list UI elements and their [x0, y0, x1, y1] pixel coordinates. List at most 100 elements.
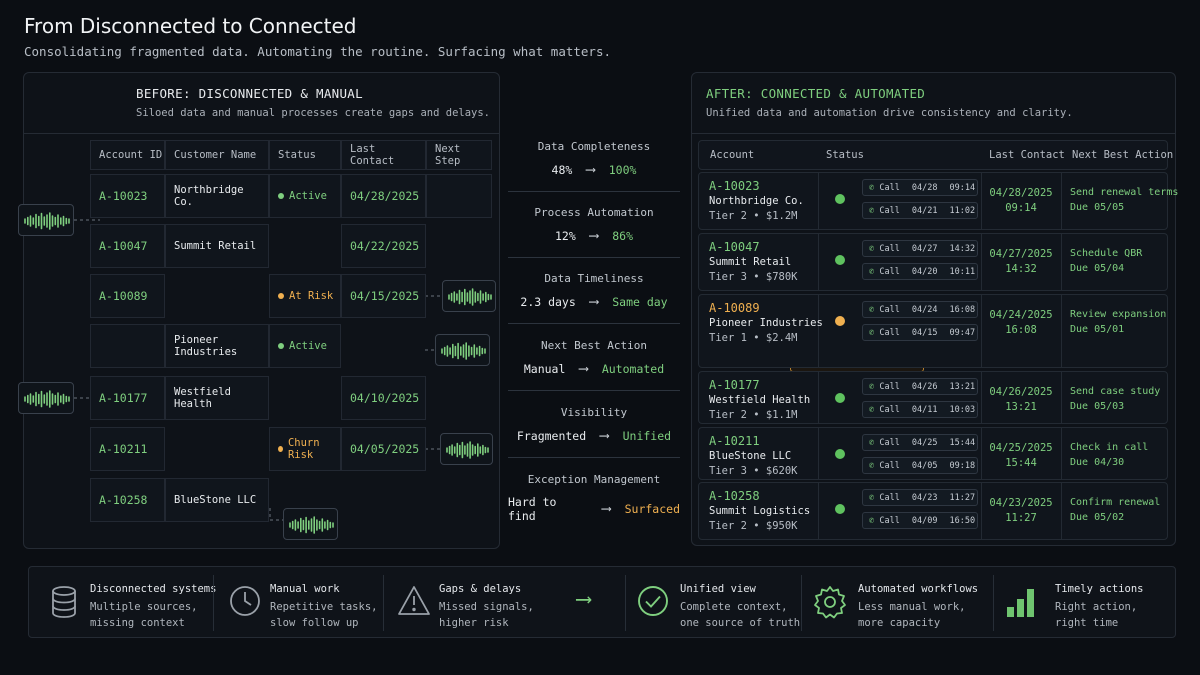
footer-item-line: Missed signals,	[439, 601, 534, 613]
call-label: Call	[879, 304, 900, 315]
last-contact-time: 14:32	[1005, 263, 1037, 275]
call-label: Call	[879, 182, 900, 193]
call-date: 04/11	[911, 404, 938, 415]
call-log-entry: ✆ Call 04/20 10:11	[862, 263, 978, 280]
last-contact-time: 13:21	[1005, 401, 1037, 413]
account-id: A-10023	[709, 179, 760, 193]
metric-after-value: Unified	[622, 429, 672, 443]
metric-values: Fragmented ⟶ Unified	[508, 428, 680, 444]
metric-values: Hard to find ⟶ Surfaced	[508, 495, 680, 523]
footer-item-line: slow follow up	[270, 617, 359, 629]
phone-icon: ✆	[869, 304, 875, 315]
row-divider	[1061, 294, 1062, 368]
call-date: 04/05	[911, 460, 938, 471]
metric-after-value: Automated	[601, 362, 665, 376]
footer-divider	[625, 575, 626, 631]
row-divider	[981, 172, 982, 230]
status-dot	[835, 316, 845, 326]
metric-divider	[508, 323, 680, 324]
call-log-entry: ✆ Call 04/23 11:27	[862, 489, 978, 506]
customer-name-cell: Northbridge Co.	[165, 174, 269, 218]
footer-item-line: Repetitive tasks,	[270, 601, 378, 613]
footer-item-title: Manual work	[270, 583, 340, 595]
footer-item-title: Automated workflows	[858, 583, 979, 595]
phone-icon: ✆	[869, 327, 875, 338]
call-date: 04/28	[911, 182, 938, 193]
row-divider	[818, 294, 819, 368]
call-label: Call	[879, 327, 900, 338]
after-col-account: Account	[710, 149, 755, 161]
status-label: Churn Risk	[287, 437, 320, 461]
phone-icon: ✆	[869, 205, 875, 216]
call-log-entry: ✆ Call 04/09 16:50	[862, 512, 978, 529]
status-cell: Active	[269, 324, 341, 368]
status-label: Active	[289, 340, 327, 352]
footer-legend: Disconnected systems Multiple sources, mis…	[28, 566, 1176, 638]
row-divider	[1061, 371, 1062, 424]
account-id-cell: A-10177	[90, 376, 165, 420]
before-panel-subtitle: Siloed data and manual processes create …	[136, 107, 491, 119]
after-table-header	[698, 140, 1168, 170]
arrow-right-icon: ⟶	[579, 361, 588, 377]
status-dot	[835, 194, 845, 204]
metric-before-value: Hard to find	[508, 495, 557, 523]
row-divider	[818, 172, 819, 230]
phone-icon: ✆	[869, 243, 875, 254]
metric-values: 2.3 days ⟶ Same day	[508, 294, 680, 310]
row-divider	[1061, 233, 1062, 291]
row-divider	[818, 427, 819, 480]
metric-values: Manual ⟶ Automated	[508, 361, 680, 377]
call-label: Call	[879, 515, 900, 526]
after-panel-title: AFTER: CONNECTED & AUTOMATED	[706, 86, 926, 101]
metric-after-value: 100%	[608, 163, 637, 177]
before-col-header: Next Step	[426, 140, 492, 170]
metric-values: 12% ⟶ 86%	[508, 228, 680, 244]
last-contact-cell: 04/28/2025	[341, 174, 426, 218]
metric-label: Exception Management	[527, 473, 661, 486]
row-divider	[1061, 427, 1062, 480]
row-divider	[818, 371, 819, 424]
account-name: Northbridge Co.	[709, 195, 804, 207]
status-dot	[835, 255, 845, 265]
call-log-entry: ✆ Call 04/11 10:03	[862, 401, 978, 418]
account-name: BlueStone LLC	[709, 450, 792, 462]
account-tier: Tier 3 • $620K	[709, 465, 798, 477]
arrow-right-icon: ⟶	[577, 587, 591, 612]
account-tier: Tier 3 • $780K	[709, 271, 798, 283]
status-cell: Active	[269, 174, 341, 218]
metric-label: Visibility	[560, 406, 628, 419]
footer-item-line: one source of truth	[680, 617, 801, 629]
account-id-cell: A-10211	[90, 427, 165, 471]
status-label: At Risk	[289, 290, 334, 302]
customer-name-cell: Summit Retail	[165, 224, 269, 268]
call-date: 04/15	[911, 327, 938, 338]
last-contact-time: 16:08	[1005, 324, 1037, 336]
warning-icon	[397, 585, 431, 621]
waveform-icon	[18, 204, 74, 236]
metric-divider	[508, 390, 680, 391]
after-col-next-best-action: Next Best Action	[1072, 149, 1174, 161]
last-contact-date: 04/25/2025	[989, 442, 1053, 454]
waveform-icon	[440, 433, 493, 465]
metric-label: Process Automation	[534, 206, 654, 219]
row-divider	[981, 371, 982, 424]
footer-divider	[993, 575, 994, 631]
status-cell: At Risk	[269, 274, 341, 318]
call-label: Call	[879, 205, 900, 216]
next-best-action: Review expansion	[1070, 309, 1167, 320]
metric-label: Next Best Action	[541, 339, 647, 352]
call-date: 04/24	[911, 304, 938, 315]
action-due-date: Due 05/01	[1070, 324, 1125, 335]
arrow-right-icon: ⟶	[586, 162, 595, 178]
phone-icon: ✆	[869, 381, 875, 392]
before-col-header: Customer Name	[165, 140, 269, 170]
call-date: 04/20	[911, 266, 938, 277]
metric-before-value: Manual	[523, 362, 566, 376]
footer-item-title: Gaps & delays	[439, 583, 522, 595]
call-log-entry: ✆ Call 04/05 09:18	[862, 457, 978, 474]
account-id: A-10258	[709, 489, 760, 503]
call-date: 04/21	[911, 205, 938, 216]
call-log-entry: ✆ Call 04/21 11:02	[862, 202, 978, 219]
metric-before-value: 12%	[555, 229, 576, 243]
clock-icon	[229, 585, 261, 621]
